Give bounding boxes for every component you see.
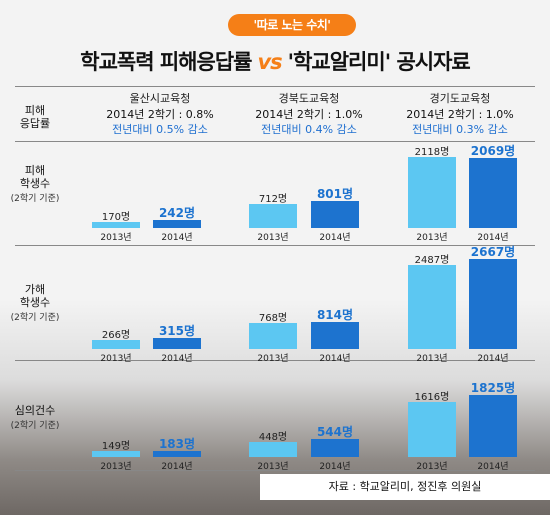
value-label-victims-gyeongbuk-2014: 801명 xyxy=(316,186,354,201)
row-label-response-rate: 피해 응답률 xyxy=(19,104,51,130)
value-label-victims-gyeongbuk-2013: 712명 xyxy=(258,193,288,205)
year-label-victims-gyeonggi-2014: 2014년 xyxy=(477,233,509,243)
value-label-offenders-gyeongbuk-2013: 768명 xyxy=(258,313,288,325)
bar-victims-gyeongbuk-2014 xyxy=(311,200,359,228)
rate-gyeonggi: 2014년 2학기 : 1.0% xyxy=(406,108,514,121)
headline-badge: '따로 노는 수치' xyxy=(228,14,356,36)
value-label-offenders-gyeonggi-2014: 2667명 xyxy=(470,245,516,259)
value-label-victims-ulsan-2014: 242명 xyxy=(158,205,196,220)
value-label-deliberations-ulsan-2013: 149명 xyxy=(101,441,131,452)
row-label-offenders: 가해 학생수 (2학기 기준) xyxy=(5,283,65,325)
year-label-deliberations-ulsan-2014: 2014년 xyxy=(161,462,193,472)
row-label-victims: 피해 학생수 (2학기 기준) xyxy=(5,164,65,206)
year-label-offenders-gyeonggi-2013: 2013년 xyxy=(416,354,448,364)
divider-bottom xyxy=(15,470,535,471)
value-label-deliberations-gyeongbuk-2013: 448명 xyxy=(258,431,288,443)
year-label-deliberations-ulsan-2013: 2013년 xyxy=(100,462,132,472)
year-label-victims-gyeongbuk-2014: 2014년 xyxy=(319,233,351,243)
value-label-deliberations-ulsan-2014: 183명 xyxy=(158,436,196,451)
row-label-offenders-sub: (2학기 기준) xyxy=(10,313,60,323)
source-note: 자료 : 학교알리미, 정진후 의원실 xyxy=(260,474,550,500)
bar-offenders-gyeongbuk-2014 xyxy=(311,321,359,349)
bar-deliberations-gyeongbuk-2014 xyxy=(311,438,359,457)
year-label-victims-gyeongbuk-2013: 2013년 xyxy=(257,233,289,243)
bar-offenders-ulsan-2013 xyxy=(92,340,140,349)
change-ulsan: 전년대비 0.5% 감소 xyxy=(112,123,208,136)
page-title: 학교폭력 피해응답률 vs '학교알리미' 공시자료 xyxy=(0,46,550,76)
title-part2: '학교알리미' 공시자료 xyxy=(287,50,471,74)
year-label-deliberations-gyeonggi-2013: 2013년 xyxy=(416,462,448,472)
rate-gyeongbuk: 2014년 2학기 : 1.0% xyxy=(255,108,363,121)
year-label-victims-ulsan-2013: 2013년 xyxy=(100,233,132,243)
bar-offenders-gyeonggi-2014 xyxy=(469,259,517,349)
title-part1: 학교폭력 피해응답률 xyxy=(80,50,252,74)
rate-ulsan: 2014년 2학기 : 0.8% xyxy=(106,108,214,121)
divider-rate xyxy=(15,141,535,142)
row-label-deliberations-text: 심의건수 xyxy=(14,404,56,417)
district-name-gyeongbuk: 경북도교육청 xyxy=(278,92,340,105)
bar-deliberations-gyeonggi-2014 xyxy=(469,395,517,457)
title-vs: vs xyxy=(257,50,282,74)
bar-victims-ulsan-2014 xyxy=(153,219,201,228)
row-label-victims-sub: (2학기 기준) xyxy=(10,194,60,204)
value-label-deliberations-gyeonggi-2014: 1825명 xyxy=(470,381,516,396)
bar-victims-ulsan-2013 xyxy=(92,222,140,228)
year-label-offenders-ulsan-2013: 2013년 xyxy=(100,354,132,364)
bar-offenders-gyeonggi-2013 xyxy=(408,265,456,349)
district-name-gyeonggi: 경기도교육청 xyxy=(429,92,491,105)
change-gyeonggi: 전년대비 0.3% 감소 xyxy=(412,123,508,136)
divider-victims xyxy=(15,245,535,246)
value-label-deliberations-gyeonggi-2013: 1616명 xyxy=(414,392,450,404)
value-label-offenders-gyeongbuk-2014: 814명 xyxy=(316,307,354,322)
year-label-deliberations-gyeongbuk-2014: 2014년 xyxy=(319,462,351,472)
bar-victims-gyeonggi-2013 xyxy=(408,156,456,228)
year-label-offenders-ulsan-2014: 2014년 xyxy=(161,354,193,364)
bar-deliberations-ulsan-2013 xyxy=(92,451,140,457)
bar-victims-gyeongbuk-2013 xyxy=(249,203,297,228)
change-gyeongbuk: 전년대비 0.4% 감소 xyxy=(261,123,357,136)
value-label-victims-gyeonggi-2013: 2118명 xyxy=(414,146,450,158)
district-name-ulsan: 울산시교육청 xyxy=(129,92,191,105)
divider-offenders xyxy=(15,360,535,361)
year-label-offenders-gyeongbuk-2013: 2013년 xyxy=(257,354,289,364)
row-label-victims-text: 피해 학생수 xyxy=(19,164,51,190)
bar-deliberations-gyeonggi-2013 xyxy=(408,402,456,457)
value-label-victims-ulsan-2013: 170명 xyxy=(101,212,131,223)
value-label-offenders-gyeonggi-2013: 2487명 xyxy=(414,255,450,267)
row-label-offenders-text: 가해 학생수 xyxy=(19,283,51,309)
value-label-deliberations-gyeongbuk-2014: 544명 xyxy=(316,424,354,439)
bar-offenders-gyeongbuk-2013 xyxy=(249,323,297,349)
value-label-offenders-ulsan-2014: 315명 xyxy=(158,324,196,339)
year-label-deliberations-gyeongbuk-2013: 2013년 xyxy=(257,462,289,472)
row-label-deliberations-sub: (2학기 기준) xyxy=(10,421,60,431)
bar-deliberations-ulsan-2014 xyxy=(153,450,201,457)
year-label-victims-ulsan-2014: 2014년 xyxy=(161,233,193,243)
divider-top xyxy=(15,86,535,87)
year-label-deliberations-gyeonggi-2014: 2014년 xyxy=(477,462,509,472)
year-label-offenders-gyeonggi-2014: 2014년 xyxy=(477,354,509,364)
row-label-deliberations: 심의건수 (2학기 기준) xyxy=(5,404,65,433)
value-label-offenders-ulsan-2013: 266명 xyxy=(101,330,131,342)
bar-deliberations-gyeongbuk-2013 xyxy=(249,441,297,457)
bar-victims-gyeonggi-2014 xyxy=(469,158,517,228)
value-label-victims-gyeonggi-2014: 2069명 xyxy=(470,144,516,159)
year-label-victims-gyeonggi-2013: 2013년 xyxy=(416,233,448,243)
bar-offenders-ulsan-2014 xyxy=(153,338,201,349)
year-label-offenders-gyeongbuk-2014: 2014년 xyxy=(319,354,351,364)
